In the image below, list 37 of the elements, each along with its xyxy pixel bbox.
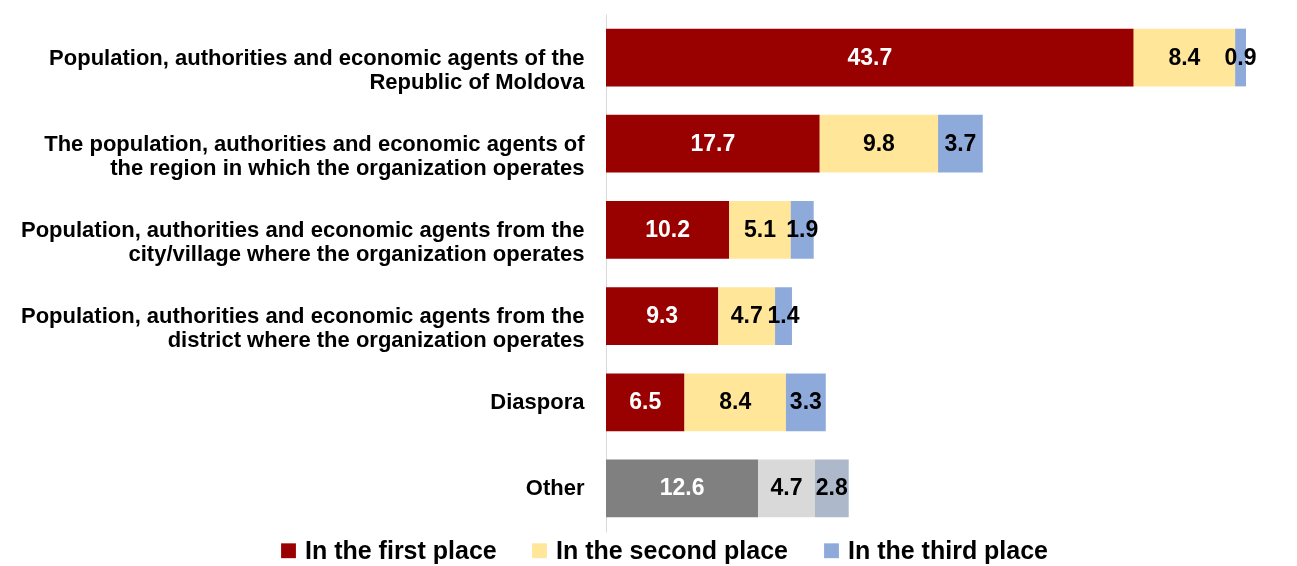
data-label: 6.5 [629, 388, 662, 415]
data-label: 4.7 [730, 302, 763, 329]
bar [819, 114, 939, 173]
data-label: 12.6 [659, 474, 705, 501]
data-label: 1.9 [786, 215, 819, 242]
y-tick-label: The population, authorities and economic agents of the region in which the organization operates [44, 130, 586, 180]
y-tick-label: Population, authorities and economic agents from the district where the organization operates [20, 303, 585, 353]
legend-label: In the third place [848, 535, 1049, 564]
bar [606, 28, 1134, 87]
bar [606, 373, 685, 432]
y-tick-label: Population, authorities and economic agents from the city/village where the organization operates [20, 216, 585, 266]
data-label: 5.1 [743, 215, 777, 242]
data-label: 1.4 [767, 302, 800, 329]
data-label: 8.4 [719, 388, 752, 415]
y-tick-label: Population, authorities and economic agents of the Republic of Moldova [49, 44, 586, 94]
data-label: 0.9 [1224, 43, 1257, 70]
bar [606, 459, 759, 518]
data-label: 9.8 [862, 129, 896, 156]
bar [684, 373, 786, 432]
bar [758, 459, 815, 518]
legend-label: In the first place [305, 535, 497, 564]
bar [606, 201, 730, 259]
data-label: 8.4 [1168, 43, 1201, 70]
data-label: 2.8 [815, 474, 848, 501]
data-label: 4.7 [770, 474, 803, 501]
y-tick-label: Other [525, 475, 585, 501]
data-label: 3.3 [789, 388, 822, 415]
data-label: 43.7 [847, 43, 893, 70]
data-label: 17.7 [690, 129, 736, 156]
y-tick-label: Diaspora [490, 389, 586, 415]
bar [938, 114, 983, 173]
data-label: 9.3 [646, 302, 679, 329]
legend-label: In the second place [556, 535, 789, 564]
bar [606, 287, 719, 345]
data-label: 3.7 [944, 129, 977, 156]
data-label: 10.2 [645, 215, 690, 242]
bar [606, 114, 820, 173]
